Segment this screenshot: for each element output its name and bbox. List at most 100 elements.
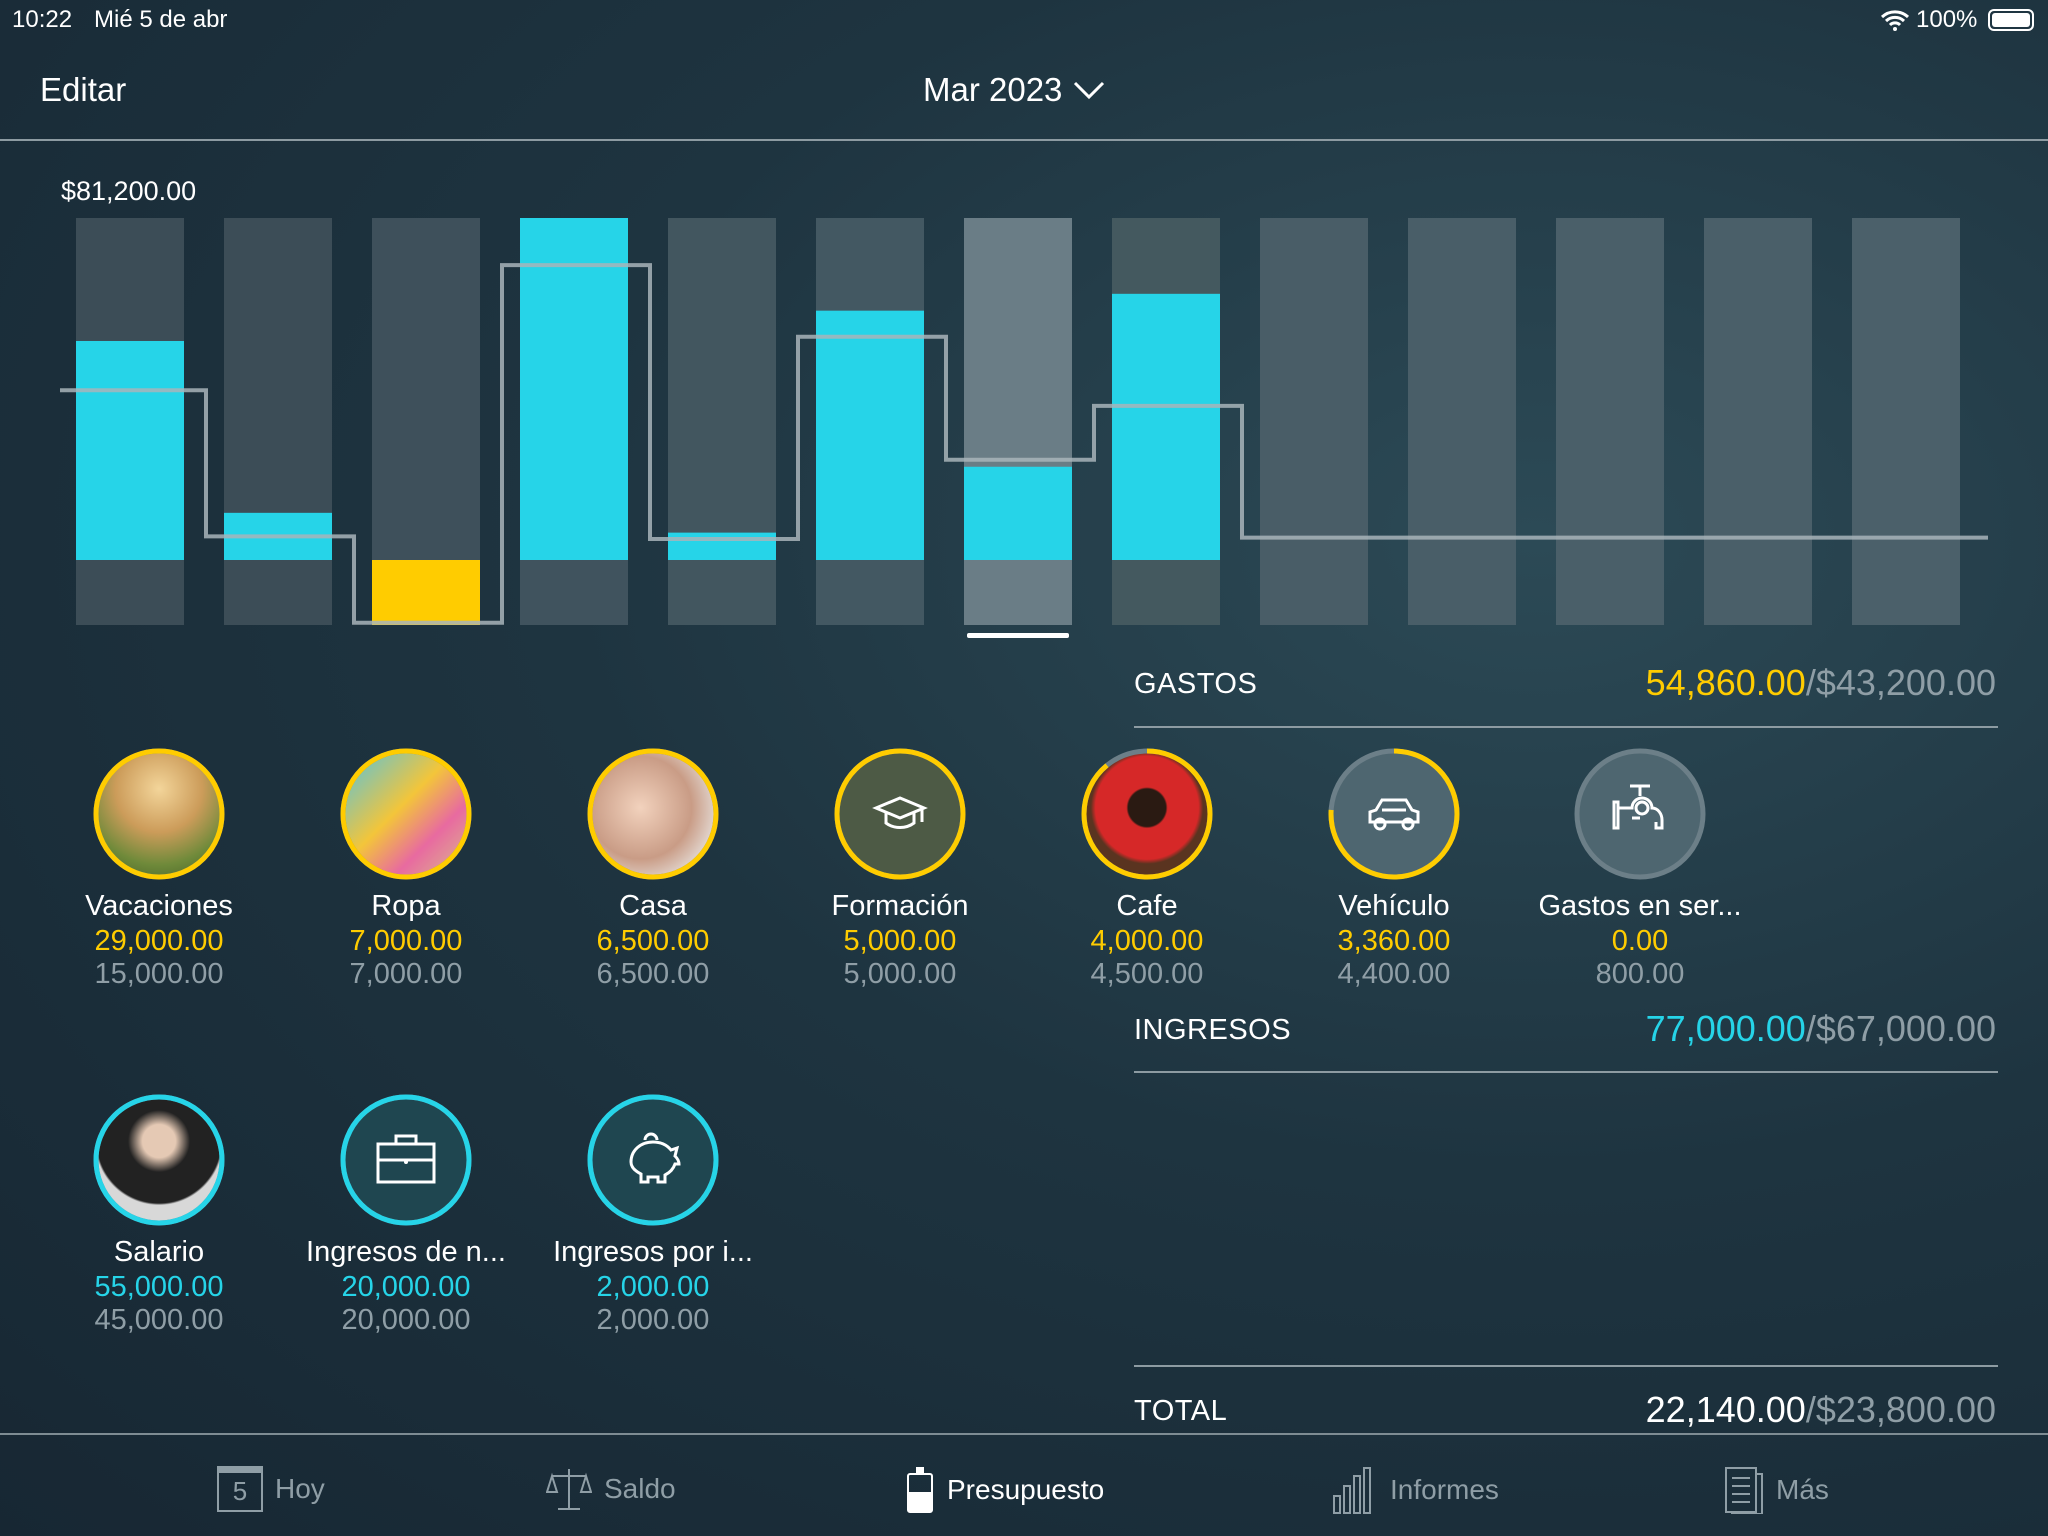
scale-icon [546,1469,592,1510]
category-name: Ropa [371,890,441,922]
expenses-budget: /$43,200.00 [1805,662,1996,703]
category-person[interactable]: Salario 55,000.00 45,000.00 [39,1092,279,1337]
category-actual: 55,000.00 [94,1271,224,1303]
budget-line [60,263,1988,625]
bar-background[interactable] [1260,218,1368,625]
category-name: Vacaciones [85,890,233,922]
category-budget: 4,500.00 [1090,958,1204,990]
coffee-photo-icon [1079,746,1215,882]
car-icon [1326,746,1462,882]
category-budget: 15,000.00 [94,958,224,990]
category-vacation[interactable]: Vacaciones 29,000.00 15,000.00 [39,746,279,991]
total-title: TOTAL [1134,1395,1228,1427]
bar-background[interactable] [1704,218,1812,625]
period-selector[interactable]: Mar 2023 [923,71,1106,109]
category-actual: 29,000.00 [94,925,224,957]
category-shopping[interactable]: Ropa 7,000.00 7,000.00 [286,746,526,991]
expenses-title: GASTOS [1134,668,1258,700]
tab-presupuesto[interactable]: Presupuesto [905,1466,1104,1514]
tab-label: Hoy [275,1473,325,1504]
category-actual: 3,360.00 [1337,925,1451,957]
status-date: Mié 5 de abr [94,6,228,33]
category-car[interactable]: Vehículo 3,360.00 4,400.00 [1274,746,1514,991]
bar-actual [668,532,776,560]
bar-background[interactable] [1556,218,1664,625]
bar-actual [1112,293,1220,560]
category-coffee[interactable]: Cafe 4,000.00 4,500.00 [1027,746,1267,991]
bar-background[interactable] [964,218,1072,625]
piggy-bank-icon [585,1092,721,1228]
total-budget: /$23,800.00 [1805,1389,1996,1430]
category-family[interactable]: Casa 6,500.00 6,500.00 [533,746,773,991]
category-name: Ingresos de n... [306,1236,506,1268]
bar-background[interactable] [372,218,480,625]
faucet-icon [1572,746,1708,882]
bar-actual [372,560,480,625]
edit-button[interactable]: Editar [40,71,127,108]
income-actual: 77,000.00 [1645,1008,1806,1049]
period-label: Mar 2023 [923,71,1063,108]
shopping-photo-icon [338,746,474,882]
category-budget: 45,000.00 [94,1304,224,1336]
category-actual: 6,500.00 [596,925,710,957]
category-briefcase[interactable]: Ingresos de n... 20,000.00 20,000.00 [286,1092,526,1337]
total-actual: 22,140.00 [1645,1389,1806,1430]
graduation-cap-icon [832,746,968,882]
tab-saldo[interactable]: Saldo [546,1466,676,1512]
document-icon [1725,1467,1763,1514]
person-photo-icon [91,1092,227,1228]
expenses-actual: 54,860.00 [1645,662,1806,703]
battery-icon [1988,9,2034,31]
bar-background[interactable] [668,218,776,625]
total-amount: 22,140.00/$23,800.00 [1646,1389,1996,1431]
family-photo-icon [585,746,721,882]
tab-informes[interactable]: Informes [1332,1466,1499,1514]
category-name: Gastos en ser... [1538,890,1742,922]
category-budget: 800.00 [1595,958,1685,990]
category-name: Casa [619,890,687,922]
bar-actual [816,310,924,560]
category-budget: 5,000.00 [843,958,957,990]
income-total: 77,000.00/$67,000.00 [1646,1008,1996,1050]
category-actual: 5,000.00 [843,925,957,957]
category-actual: 7,000.00 [349,925,463,957]
tab-label: Presupuesto [947,1474,1105,1505]
tab-label: Saldo [604,1473,676,1504]
selected-indicator [967,633,1069,638]
category-actual: 0.00 [1611,925,1669,957]
category-piggy-bank[interactable]: Ingresos por i... 2,000.00 2,000.00 [533,1092,773,1337]
category-budget: 20,000.00 [341,1304,471,1336]
wifi-icon [1880,10,1910,31]
vacation-photo-icon [91,746,227,882]
chevron-down-icon [1074,81,1105,100]
budget-chart[interactable] [0,200,2048,650]
category-budget: 7,000.00 [349,958,463,990]
category-name: Salario [113,1236,205,1268]
bar-actual [520,218,628,560]
briefcase-icon [338,1092,474,1228]
category-name: Vehículo [1338,890,1450,922]
category-actual: 2,000.00 [596,1271,710,1303]
category-budget: 2,000.00 [596,1304,710,1336]
category-actual: 20,000.00 [341,1271,471,1303]
tab-label: Más [1776,1474,1829,1505]
category-graduation-cap[interactable]: Formación 5,000.00 5,000.00 [780,746,1020,991]
bar-background[interactable] [1408,218,1516,625]
bar-background[interactable] [1852,218,1960,625]
income-title: INGRESOS [1134,1014,1292,1046]
bar-background[interactable] [224,218,332,625]
tab-hoy[interactable]: 5 Hoy [217,1466,325,1512]
category-name: Formación [831,890,969,922]
category-actual: 4,000.00 [1090,925,1204,957]
budget-jar-icon [907,1467,933,1513]
category-name: Ingresos por i... [553,1236,753,1268]
category-name: Cafe [1116,890,1178,922]
category-faucet[interactable]: Gastos en ser... 0.00 800.00 [1520,746,1760,991]
category-budget: 6,500.00 [596,958,710,990]
tab-mas[interactable]: Más [1724,1466,1829,1514]
battery-percent: 100% [1916,6,1978,33]
chart-max-label: $81,200.00 [61,176,197,206]
bar-actual [964,466,1072,560]
expenses-total: 54,860.00/$43,200.00 [1646,662,1996,704]
income-budget: /$67,000.00 [1805,1008,1996,1049]
